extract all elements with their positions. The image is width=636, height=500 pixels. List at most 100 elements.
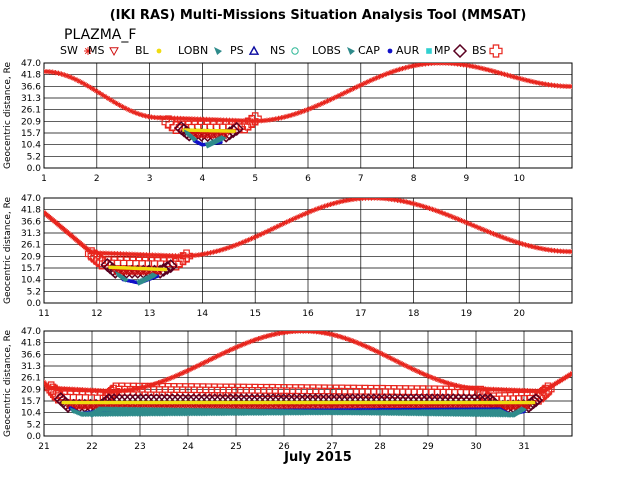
marker-sw <box>485 228 491 235</box>
marker-sw <box>183 116 189 122</box>
marker-sw <box>327 97 334 103</box>
marker-sw <box>554 83 560 89</box>
marker-sw <box>408 365 415 372</box>
legend-item-cap: CAP <box>358 44 398 58</box>
marker-sw <box>517 387 523 394</box>
marker-sw <box>394 198 401 203</box>
marker-sw <box>295 214 301 220</box>
x-tick-label: 8 <box>411 174 417 184</box>
x-tick-label: 21 <box>38 442 49 452</box>
marker-sw <box>545 82 552 88</box>
series-lobn <box>183 129 198 142</box>
marker-sw <box>50 69 56 75</box>
marker-sw <box>401 362 407 368</box>
marker-sw <box>160 115 166 121</box>
marker-sw <box>138 251 144 258</box>
marker-sw <box>434 63 440 66</box>
x-tick-label: 1 <box>41 174 47 184</box>
marker-sw <box>379 351 386 357</box>
marker-sw <box>537 80 543 86</box>
marker-sw <box>137 111 143 117</box>
marker-sw <box>368 77 374 84</box>
y-tick-label: 47.0 <box>21 194 41 204</box>
marker-sw <box>155 380 162 386</box>
marker-sw <box>362 80 368 86</box>
x-tick-label: 23 <box>134 442 145 452</box>
legend-label: NS <box>270 44 286 57</box>
marker-sw <box>109 250 115 257</box>
marker-sw <box>219 247 225 253</box>
marker-sw <box>549 247 555 253</box>
marker-sw <box>171 374 177 380</box>
marker-sw <box>411 63 417 69</box>
marker-sw <box>313 331 320 335</box>
marker-sw <box>330 200 336 207</box>
marker-bs <box>46 383 60 397</box>
marker-sw <box>399 65 406 72</box>
marker-sw <box>195 363 201 369</box>
marker-sw <box>409 200 415 206</box>
marker-sw <box>240 342 246 348</box>
marker-sw <box>292 331 298 334</box>
marker-sw <box>247 338 254 345</box>
marker-sw <box>333 200 339 206</box>
marker-sw <box>70 75 76 81</box>
marker-sw <box>420 63 426 67</box>
marker-sw <box>348 337 354 343</box>
legend-item-lobs: LOBS <box>312 44 359 58</box>
legend-marker <box>83 47 92 55</box>
marker-sw <box>199 251 205 258</box>
marker-sw <box>511 387 517 393</box>
x-tick-label: 22 <box>86 442 97 452</box>
marker-sw <box>141 252 147 258</box>
marker-sw <box>443 63 449 66</box>
y-tick-label: 31.3 <box>21 94 41 104</box>
marker-sw <box>438 378 444 384</box>
marker-sw <box>430 375 436 381</box>
legend-marker-lobn <box>214 47 223 55</box>
marker-sw <box>414 63 420 68</box>
marker-sw <box>525 243 531 249</box>
marker-sw <box>493 232 499 238</box>
marker-sw <box>457 63 464 67</box>
marker-sw <box>166 376 172 382</box>
marker-sw <box>502 235 508 241</box>
marker-sw <box>353 339 359 345</box>
marker-sw <box>534 79 540 86</box>
marker-bs <box>179 249 194 263</box>
legend-item-ns: NS <box>270 44 303 58</box>
marker-sw <box>145 114 152 120</box>
y-tick-label: 10.4 <box>21 409 41 419</box>
x-tick-label: 18 <box>408 309 420 319</box>
marker-sw <box>237 240 243 247</box>
marker-sw <box>426 205 433 211</box>
x-tick-label: 13 <box>144 309 155 319</box>
marker-sw <box>496 386 502 393</box>
marker-sw <box>271 331 277 337</box>
marker-sw <box>163 377 170 383</box>
marker-bs <box>50 388 64 402</box>
marker-sw <box>213 354 220 360</box>
legend-marker-cap <box>387 48 393 54</box>
marker-sw <box>365 79 371 85</box>
legend-label: BS <box>472 44 487 57</box>
marker-sw <box>329 331 335 338</box>
marker-sw <box>563 83 569 89</box>
marker-sw <box>187 366 193 373</box>
marker-sw <box>371 198 377 201</box>
marker-sw <box>560 248 566 254</box>
marker-sw <box>510 74 516 80</box>
marker-sw <box>200 116 207 122</box>
y-tick-label: 36.6 <box>21 82 41 92</box>
marker-sw <box>353 84 359 90</box>
marker-sw <box>266 227 272 234</box>
x-tick-label: 5 <box>252 174 258 184</box>
legend-marker <box>346 47 355 55</box>
y-tick-label: 26.1 <box>21 106 41 116</box>
marker-sw <box>461 219 468 225</box>
marker-sw <box>356 340 362 346</box>
marker-sw <box>287 112 293 119</box>
y-tick-label: 20.9 <box>21 252 41 262</box>
marker-sw <box>391 68 397 74</box>
legend-label: CAP <box>358 44 380 57</box>
